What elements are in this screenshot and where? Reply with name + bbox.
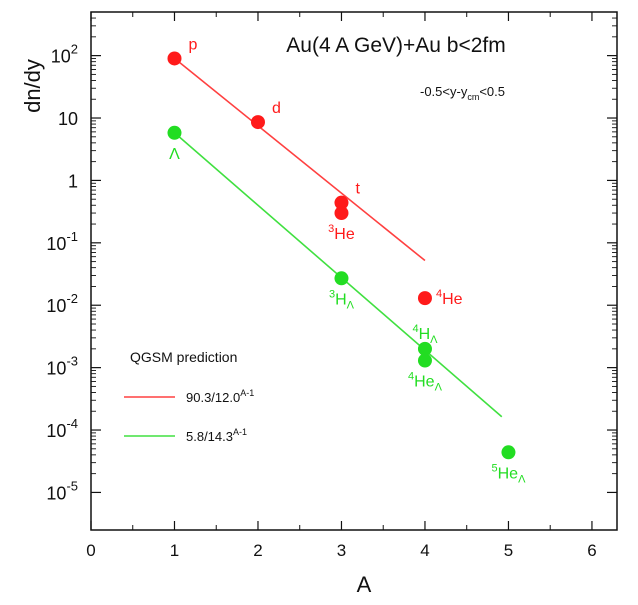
x-tick-label: 0	[86, 541, 95, 560]
fit-line-0	[173, 57, 426, 262]
legend-title: QGSM prediction	[130, 349, 237, 365]
data-point	[501, 445, 516, 460]
point-label: 4He	[436, 288, 463, 308]
chart-title: Au(4 A GeV)+Au b<2fm	[286, 34, 505, 57]
legend: QGSM prediction 90.3/12.0A-1 5.8/14.3A-1	[124, 349, 254, 444]
y-tick-label: 10	[58, 109, 78, 129]
x-axis-label: A	[357, 572, 372, 597]
data-point	[167, 51, 182, 66]
x-tick-label: 4	[420, 541, 429, 560]
x-tick-label: 3	[337, 541, 346, 560]
data-point	[334, 195, 349, 210]
point-label: 3HΛ	[329, 288, 355, 311]
y-tick-label: 10-4	[46, 416, 78, 441]
data-point	[167, 125, 182, 140]
legend-entry-red: 90.3/12.0A-1	[186, 388, 254, 405]
data-point	[417, 341, 432, 356]
data-point	[334, 271, 349, 286]
point-label: t	[355, 181, 360, 198]
x-tick-label: 6	[587, 541, 596, 560]
data-points	[167, 51, 516, 460]
chart-subtitle: -0.5<y-ycm<0.5	[420, 84, 505, 102]
point-label: p	[188, 36, 197, 53]
y-tick-label: 10-2	[46, 291, 78, 316]
tick-labels: 0 1 2 3 4 5 6 102 10 1 10-1 10-2 10-3 10-4 10-5	[46, 42, 596, 560]
point-label: d	[272, 100, 281, 117]
y-axis-label: dn/dy	[20, 59, 45, 113]
point-label: 4HeΛ	[408, 371, 443, 394]
y-tick-label: 10-3	[46, 354, 78, 379]
data-point	[417, 353, 432, 368]
legend-entry-green: 5.8/14.3A-1	[186, 427, 247, 444]
y-tick-label: 10-5	[46, 478, 78, 503]
data-point	[334, 206, 349, 221]
data-point	[417, 291, 432, 306]
axis-ticks	[90, 11, 617, 530]
x-tick-label: 5	[504, 541, 513, 560]
y-tick-label: 102	[51, 42, 78, 67]
y-tick-label: 10-1	[46, 229, 78, 254]
data-point	[250, 115, 265, 130]
plot-frame	[90, 11, 618, 531]
x-tick-label: 1	[170, 541, 179, 560]
y-tick-label: 1	[68, 171, 78, 191]
point-label: 5HeΛ	[491, 462, 526, 485]
point-label: Λ	[169, 146, 180, 163]
point-label: 3He	[328, 223, 355, 243]
point-label: 4HΛ	[412, 323, 438, 346]
x-tick-label: 2	[253, 541, 262, 560]
